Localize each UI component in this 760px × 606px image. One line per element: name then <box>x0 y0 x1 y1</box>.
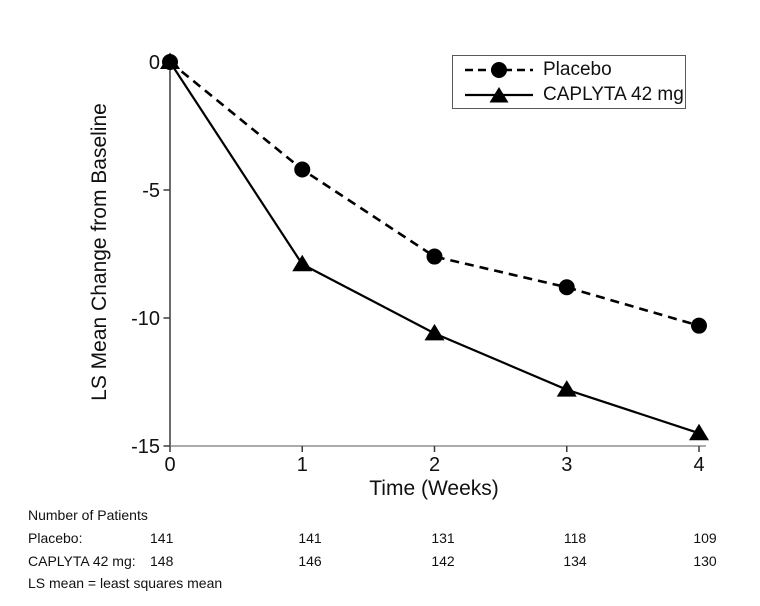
series-0-marker-week-1 <box>294 161 311 178</box>
patients-placebo-week0: 141 <box>150 530 174 546</box>
x-tick-label-1: 1 <box>297 454 308 476</box>
y-axis-title: LS Mean Change from Baseline <box>88 103 111 401</box>
x-tick-label-2: 2 <box>429 454 440 476</box>
patients-placebo-week4: 109 <box>693 530 717 546</box>
series-0-marker-week-0 <box>162 54 178 70</box>
line-chart-canvas: 0-5-10-150 1 2 3 4 <box>131 52 709 476</box>
caplyta-solid-line-triangle-marker-icon <box>465 86 533 102</box>
patients-caplyta-week0: 148 <box>150 553 174 569</box>
legend-item-caplyta: CAPLYTA 42 mg <box>464 84 685 106</box>
series-0-marker-week-2 <box>426 248 443 265</box>
patients-placebo-week3: 118 <box>563 530 587 546</box>
placebo-dashed-line-circle-marker-icon <box>465 61 533 78</box>
series-0-marker-week-4 <box>691 317 707 334</box>
x-axis-title: Time (Weeks) <box>369 477 499 500</box>
legend-label-placebo: Placebo <box>543 58 612 80</box>
patients-row-label-placebo: Placebo: <box>28 530 83 546</box>
legend-item-placebo: Placebo <box>464 59 685 81</box>
series-line-0-placebo <box>169 60 700 327</box>
patients-caplyta-week1: 146 <box>298 553 322 569</box>
legend: Placebo CAPLYTA 42 mg <box>452 55 686 109</box>
series-1-marker-week-2 <box>424 323 445 341</box>
series-line-1-caplyta-42-mg <box>169 61 700 435</box>
patients-row-label-caplyta: CAPLYTA 42 mg: <box>28 553 136 569</box>
patients-caplyta-week3: 134 <box>563 553 587 569</box>
y-tick-label-2: -10 <box>131 308 160 330</box>
y-tick-label-0: 0 <box>149 52 160 74</box>
footnote: LS mean = least squares mean <box>28 575 223 591</box>
patients-caplyta-week4: 130 <box>693 553 717 569</box>
series-0-marker-week-3 <box>558 279 575 296</box>
x-tick-label-4: 4 <box>693 454 704 476</box>
y-tick-label-1: -5 <box>142 180 160 202</box>
patients-placebo-week2: 131 <box>431 530 455 546</box>
series-1-marker-week-1 <box>292 254 313 272</box>
patients-caplyta-week2: 142 <box>431 553 455 569</box>
patients-placebo-week1: 141 <box>298 530 322 546</box>
x-tick-label-0: 0 <box>164 454 175 476</box>
y-tick-label-3: -15 <box>131 436 160 458</box>
x-tick-label-3: 3 <box>561 454 572 476</box>
patients-table-header: Number of Patients <box>28 507 148 523</box>
series-1-marker-week-4 <box>689 423 709 441</box>
series-1-marker-week-3 <box>556 380 577 397</box>
legend-label-caplyta: CAPLYTA 42 mg <box>543 83 684 105</box>
